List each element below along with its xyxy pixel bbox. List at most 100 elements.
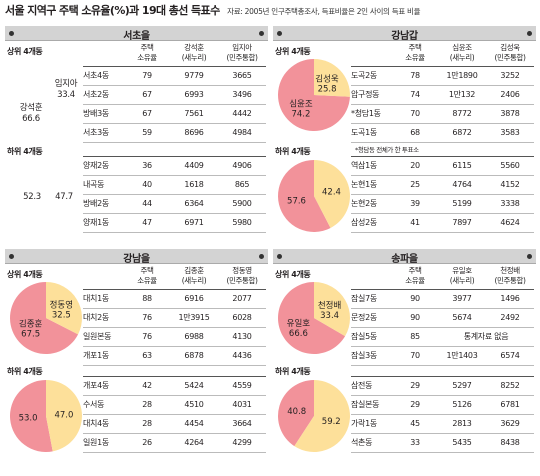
district-name: 도곡2동 [351, 71, 377, 80]
ownership-rate: 42 [142, 381, 152, 390]
table-row: 내곡동 40 1618 865 [5, 177, 268, 193]
votes-candidate-1: 1만1403 [446, 351, 478, 360]
table-row: 논현2동 39 5199 3338 [273, 196, 536, 212]
district-name: 서초2동 [83, 90, 109, 99]
votes-candidate-2: 4624 [500, 218, 520, 227]
table-top-rule [83, 66, 266, 67]
district-name: 일원1동 [83, 438, 109, 447]
panel-title: 강남을 [123, 254, 150, 265]
column-header-own: 주택 소유율 [127, 266, 167, 288]
table-row: 석촌동 33 5435 8438 [273, 435, 536, 451]
votes-candidate-2: 3252 [500, 71, 520, 80]
candidate-2-name: 김성욱 [315, 74, 339, 85]
row-divider [83, 365, 266, 366]
row-divider [83, 452, 266, 453]
votes-candidate-1: 6993 [184, 90, 204, 99]
votes-candidate-2: 3583 [500, 128, 520, 137]
ownership-rate: 25 [410, 180, 420, 189]
row-divider [351, 213, 534, 214]
column-header-line: 임지아 [232, 43, 252, 52]
bottom-pie-chart: 52.3 47.7 [9, 159, 83, 233]
district-name: 방배3동 [83, 109, 109, 118]
vote-share-candidate-1: 52.3 [23, 192, 41, 202]
votes-candidate-1: 4454 [184, 419, 204, 428]
table-row: 방배3동 67 7561 4442 [5, 106, 268, 122]
row-divider [351, 142, 534, 143]
table-top-rule [83, 289, 266, 290]
panel-title: 서초을 [123, 31, 150, 42]
votes-candidate-1: 3977 [452, 294, 472, 303]
district-name: 서초4동 [83, 71, 109, 80]
panel-header: 송파을 [273, 249, 536, 265]
column-header-own: 주택 소유율 [127, 43, 167, 65]
votes-candidate-2: 4436 [232, 351, 252, 360]
votes-candidate-1: 6971 [184, 218, 204, 227]
column-header-own: 주택 소유율 [395, 43, 435, 65]
votes-candidate-2: 865 [234, 180, 250, 189]
votes-candidate-2: 1496 [500, 294, 520, 303]
row-divider [351, 327, 534, 328]
ownership-rate: 67 [142, 90, 152, 99]
pie-slice-candidate-2 [314, 160, 350, 228]
bottom-pie-chart: 40.8 59.2 [277, 379, 351, 453]
votes-candidate-2: 6781 [500, 400, 520, 409]
ownership-rate: 63 [142, 351, 152, 360]
pie-svg: 53.0 47.0 [10, 380, 83, 452]
candidate-2-share: 47.0 [54, 410, 73, 420]
table-row: 일원본동 76 6988 4130 [5, 329, 268, 345]
row-divider [351, 365, 534, 366]
table-row: 대치2동 76 1만3915 6028 [5, 310, 268, 326]
ownership-rate: 68 [410, 128, 420, 137]
votes-candidate-1: 1만3915 [178, 313, 210, 322]
candidate-1-name: 유일호 [287, 319, 311, 329]
votes-candidate-2: 5900 [232, 199, 252, 208]
column-header-line: 김종훈 [184, 266, 204, 275]
row-divider [83, 85, 266, 86]
votes-candidate-1: 6872 [452, 128, 472, 137]
row-divider [351, 395, 534, 396]
ownership-rate: 29 [410, 400, 420, 409]
table-row: 도곡2동 78 1만1890 3252 [273, 68, 536, 84]
row-divider [83, 232, 266, 233]
district-name: 삼성2동 [351, 218, 377, 227]
row-divider [351, 194, 534, 195]
row-divider [83, 175, 266, 176]
table-mid-rule [83, 376, 266, 377]
candidate-2-share: 42.4 [322, 188, 341, 198]
table-row: 서초3동 59 8696 4984 [5, 125, 268, 141]
district-name: 잠실5동 [351, 332, 377, 341]
candidate-2-share: 59.2 [322, 417, 341, 427]
votes-candidate-2: 8252 [500, 381, 520, 390]
pie-slice-candidate-1 [278, 59, 350, 131]
pie-svg: 40.8 59.2 [278, 380, 350, 452]
panel-3: 강남을 상위 4개동 하위 4개동 주택 소유율 김종훈 (새누리) 정동영 (민주통합) 대치1… [5, 249, 268, 472]
bottom-section-label: 하위 4개동 [275, 147, 311, 156]
pie-slice-candidate-1 [278, 380, 314, 447]
ownership-rate: 36 [142, 161, 152, 170]
column-header-c2: 정동영 (민주통합) [218, 266, 266, 288]
votes-candidate-2: 2077 [232, 294, 252, 303]
bottom-section-label: 하위 4개동 [7, 147, 43, 156]
ownership-rate: 67 [142, 109, 152, 118]
district-name: 대치1동 [83, 294, 109, 303]
candidate-name: 임지아 [54, 79, 78, 89]
page-header: 서울 지역구 주택 소유율(%)과 19대 총선 득표수 자료: 2005년 인… [5, 2, 535, 18]
top-pie-chart: 심윤조 74.2 김성욱 25.8 [277, 58, 351, 132]
row-divider [83, 414, 266, 415]
table-row: 수서동 28 4510 4031 [5, 397, 268, 413]
column-header-line: 주택 [408, 266, 422, 275]
candidate-1-share: 74.2 [291, 109, 310, 119]
column-header-c1: 심윤조 (새누리) [440, 43, 484, 65]
row-divider [351, 123, 534, 124]
page-subtitle: 자료: 2005년 인구주택총조사, 득표비율은 2인 사이의 득표 비율 [227, 7, 421, 16]
votes-candidate-2: 4152 [500, 180, 520, 189]
ownership-rate: 90 [410, 294, 420, 303]
table-mid-rule [83, 156, 266, 157]
column-header-subline: (민주통합) [494, 53, 526, 62]
pie-slice-candidate-2 [314, 282, 350, 337]
vote-share: 33.4 [57, 90, 75, 100]
district-name: 개포4동 [83, 381, 109, 390]
district-name: 방배2동 [83, 199, 109, 208]
votes-candidate-2: 3629 [500, 419, 520, 428]
table-row: 삼전동 29 5297 8252 [273, 378, 536, 394]
